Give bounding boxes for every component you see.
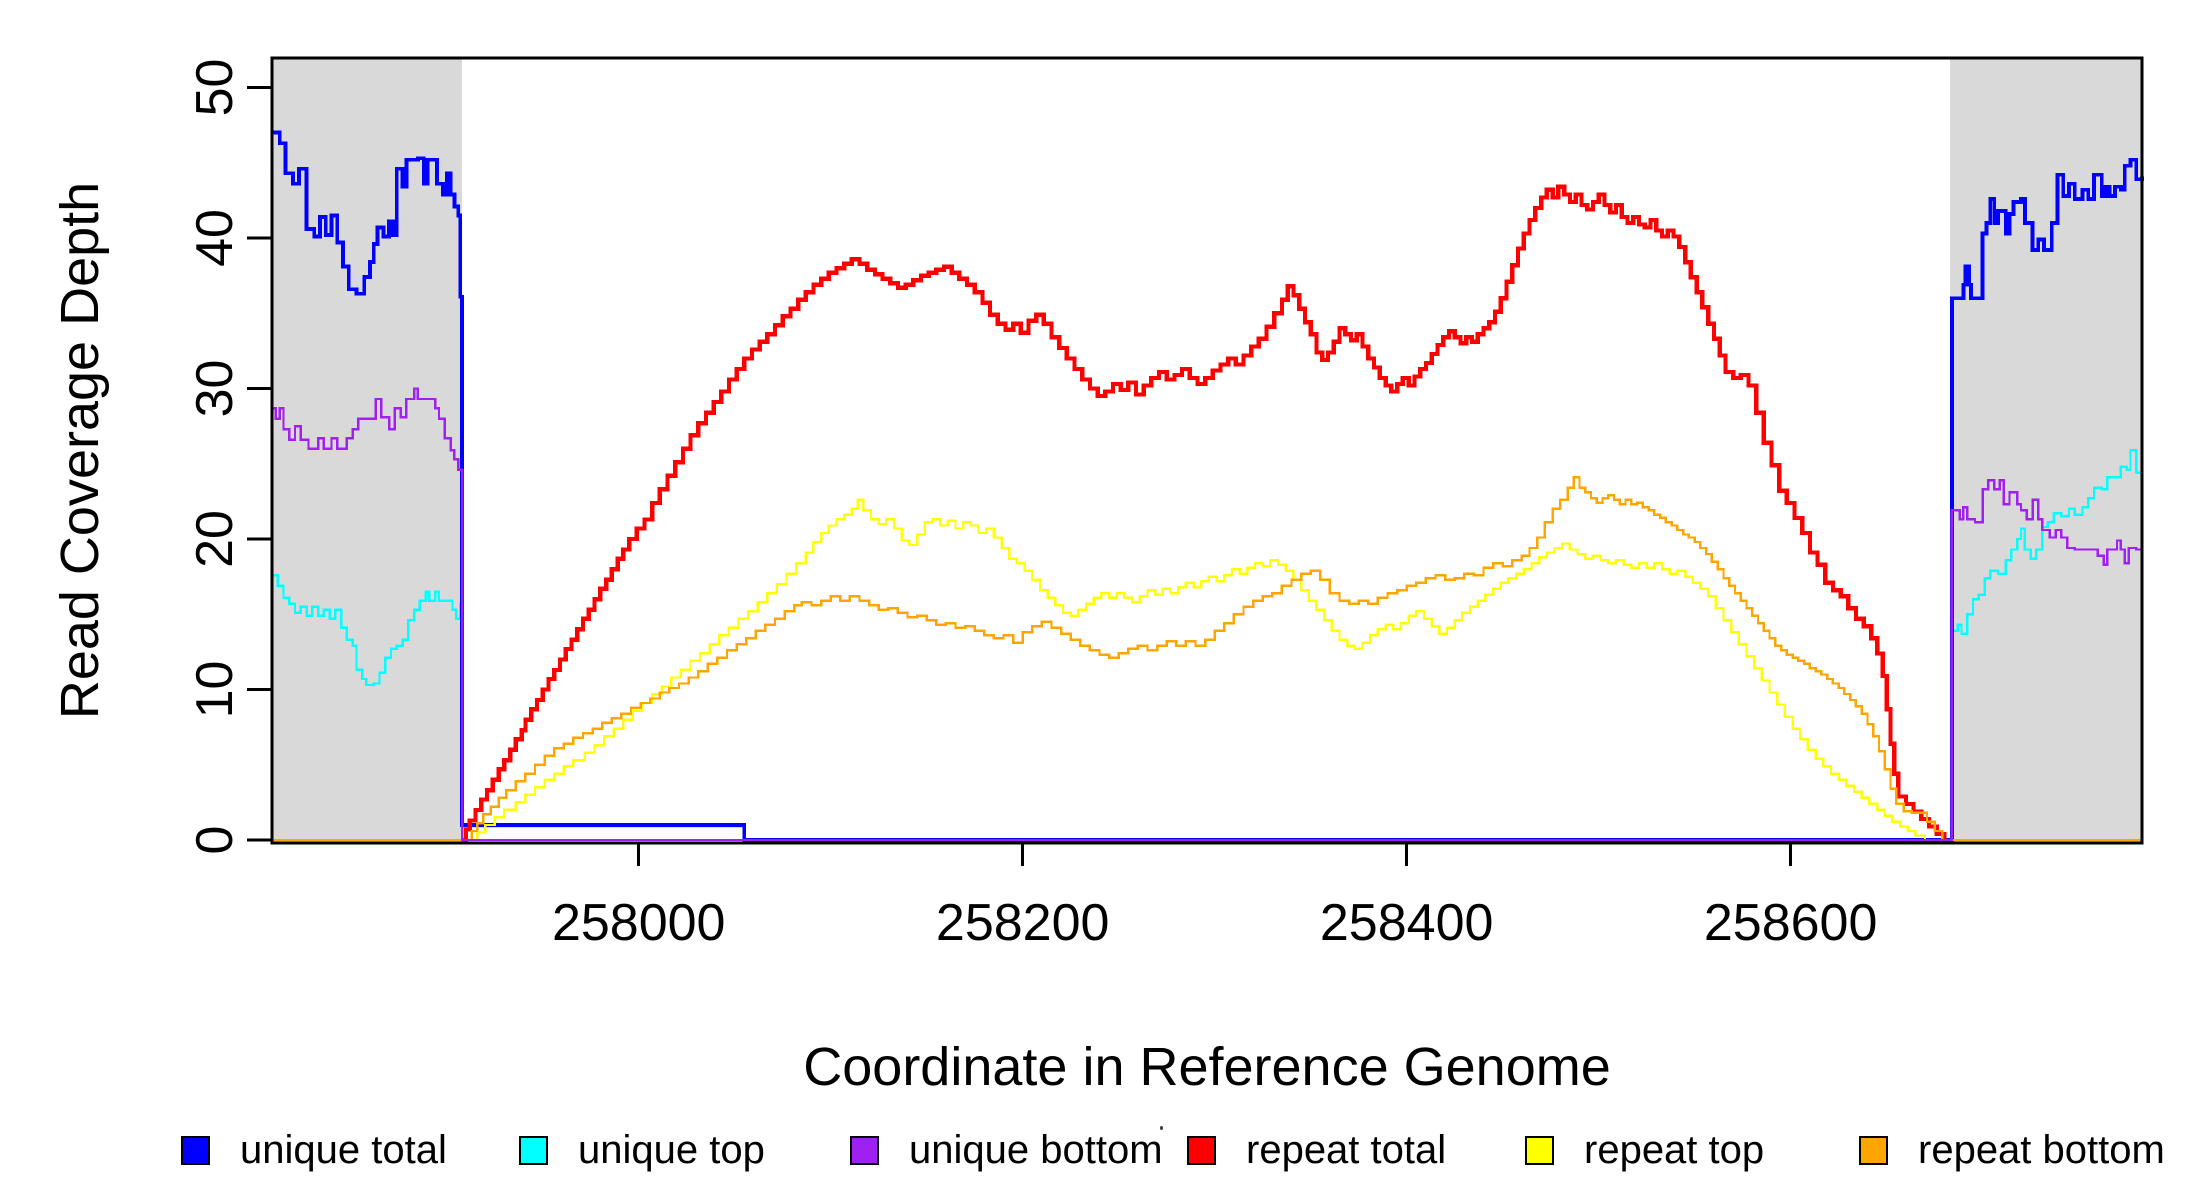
y-tick-label: 20 — [186, 510, 244, 568]
series-line-unique-top — [272, 449, 2144, 842]
x-tick-label: 258600 — [1704, 894, 1878, 952]
x-tick-label: 258200 — [936, 894, 1110, 952]
x-axis-title: Coordinate in Reference Genome — [803, 1037, 1610, 1097]
y-tick-label: 30 — [186, 360, 244, 418]
y-tick-label: 40 — [186, 209, 244, 267]
y-axis-title: Read Coverage Depth — [50, 182, 110, 719]
x-tick-label: 258400 — [1320, 894, 1494, 952]
y-tick-label: 50 — [186, 59, 244, 117]
series-line-repeat-top — [469, 498, 1927, 842]
series-line-repeat-total — [462, 184, 1947, 843]
series-line-unique-bottom — [272, 387, 2144, 842]
y-tick-label: 0 — [186, 826, 244, 855]
series-line-repeat-bottom — [272, 476, 2142, 842]
shaded-region-left — [272, 58, 463, 843]
shaded-region-right — [1950, 58, 2142, 843]
y-tick-label: 10 — [186, 661, 244, 719]
x-tick-label: 258000 — [552, 894, 726, 952]
plot-box — [270, 56, 2144, 845]
series-line-unique-total — [272, 130, 2144, 842]
